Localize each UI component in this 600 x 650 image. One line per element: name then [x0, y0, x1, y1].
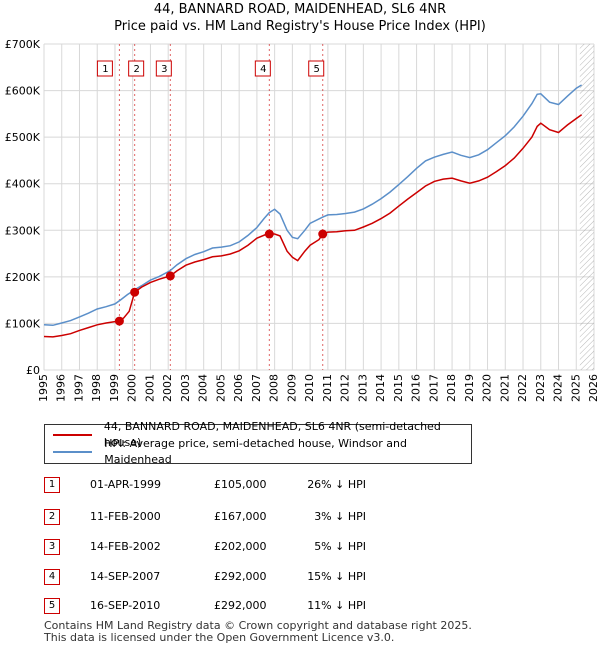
sale-point: [114, 316, 124, 326]
sale-number-badge: 3: [44, 539, 60, 555]
chart-title: 44, BANNARD ROAD, MAIDENHEAD, SL6 4NR: [153, 2, 447, 17]
sale-marker-label: 2: [133, 64, 139, 75]
legend-label-hpi: HPI: Average price, semi-detached house,…: [104, 437, 407, 466]
x-tick-label: 2015: [392, 374, 405, 402]
footer-attribution: Contains HM Land Registry data © Crown c…: [44, 620, 472, 644]
x-tick-label: 2005: [214, 374, 227, 402]
x-tick-label: 2011: [321, 374, 334, 402]
sale-hpi-diff: 5% ↓ HPI: [314, 540, 366, 553]
legend-swatch-hpi: [53, 451, 93, 453]
sale-hpi-diff: 11% ↓ HPI: [307, 599, 366, 612]
x-tick-label: 2023: [534, 374, 547, 402]
x-tick-label: 2012: [339, 374, 352, 402]
x-tick-label: 2008: [268, 374, 281, 402]
x-tick-label: 2018: [445, 374, 458, 402]
x-tick-label: 2007: [250, 374, 263, 402]
sale-price: £202,000: [214, 540, 267, 553]
sale-number-badge: 4: [44, 569, 60, 585]
x-tick-label: 2016: [410, 374, 423, 402]
x-tick-label: 2001: [143, 374, 156, 402]
sale-row: 5 16-SEP-2010 £292,000 11% ↓ HPI: [44, 598, 444, 616]
x-tick-label: 2025: [569, 374, 582, 402]
price-chart: 1 2 3 4 5 £0 £100K £200K £300K £400K £500K £600K £7…: [5, 38, 600, 402]
chart-legend: 44, BANNARD ROAD, MAIDENHEAD, SL6 4NR (s…: [44, 420, 472, 466]
sale-row: 1 01-APR-1999 £105,000 26% ↓ HPI: [44, 477, 444, 495]
legend-swatch-property: [53, 434, 92, 436]
sale-marker-label: 5: [314, 64, 320, 75]
sale-row: 4 14-SEP-2007 £292,000 15% ↓ HPI: [44, 569, 444, 587]
sale-marker-box: [155, 60, 172, 77]
sale-marker-label: 4: [260, 64, 266, 75]
chart-subtitle: Price paid vs. HM Land Registry's House …: [114, 19, 486, 34]
x-tick-label: 2003: [179, 374, 192, 402]
legend-item-hpi: HPI: Average price, semi-detached house,…: [53, 437, 471, 466]
x-tick-label: 2024: [552, 374, 565, 402]
sale-marker-box: [254, 60, 271, 77]
sale-price: £105,000: [214, 478, 267, 491]
x-tick-label: 2021: [498, 374, 511, 402]
y-tick-label: £700K: [5, 38, 41, 51]
sale-point: [165, 271, 175, 281]
sale-row: 2 11-FEB-2000 £167,000 3% ↓ HPI: [44, 509, 444, 527]
sale-marker-box: [96, 60, 113, 77]
sale-price: £292,000: [214, 570, 267, 583]
x-tick-label: 1997: [72, 374, 85, 402]
x-tick-label: 2009: [285, 374, 298, 402]
y-tick-label: £400K: [5, 178, 41, 191]
y-tick-label: £100K: [5, 317, 41, 330]
sale-number-badge: 1: [44, 477, 60, 493]
footer-license: This data is licensed under the Open Gov…: [44, 631, 395, 644]
x-tick-label: 2026: [587, 374, 600, 402]
x-tick-label: 2022: [516, 374, 529, 402]
x-tick-label: 1998: [90, 374, 103, 402]
sale-date: 11-FEB-2000: [90, 510, 161, 523]
sale-marker-box: [308, 60, 325, 77]
x-tick-label: 2014: [374, 374, 387, 402]
sale-date: 14-SEP-2007: [90, 570, 161, 583]
x-tick-label: 2004: [197, 374, 210, 402]
sale-point: [130, 287, 140, 297]
sale-date: 16-SEP-2010: [90, 599, 161, 612]
x-tick-label: 2000: [126, 374, 139, 402]
sale-number-badge: 5: [44, 598, 60, 614]
x-tick-label: 2017: [427, 374, 440, 402]
sale-date: 01-APR-1999: [90, 478, 162, 491]
y-tick-label: £300K: [5, 224, 41, 237]
plot-area: [44, 44, 594, 370]
forecast-hatch: [579, 44, 594, 370]
sale-marker-box: [128, 60, 145, 77]
sale-hpi-diff: 3% ↓ HPI: [314, 510, 366, 523]
sale-number-badge: 2: [44, 509, 60, 525]
legend-label-property: 44, BANNARD ROAD, MAIDENHEAD, SL6 4NR (s…: [103, 420, 441, 449]
sale-price: £292,000: [214, 599, 267, 612]
sale-hpi-diff: 26% ↓ HPI: [307, 478, 366, 491]
x-tick-label: 2019: [463, 374, 476, 402]
y-tick-label: £0: [26, 364, 40, 377]
x-tick-label: 1995: [37, 374, 50, 402]
x-tick-label: 2010: [303, 374, 316, 402]
legend-item-property: 44, BANNARD ROAD, MAIDENHEAD, SL6 4NR (s…: [53, 420, 471, 449]
sale-price: £167,000: [214, 510, 267, 523]
sale-date: 14-FEB-2002: [90, 540, 161, 553]
sale-point: [264, 229, 274, 239]
x-tick-label: 1996: [55, 374, 68, 402]
y-tick-label: £200K: [5, 271, 41, 284]
x-tick-label: 2002: [161, 374, 174, 402]
x-tick-label: 2020: [481, 374, 494, 402]
x-tick-label: 2013: [356, 374, 369, 402]
property-price-line: [43, 114, 583, 338]
y-tick-label: £600K: [5, 85, 41, 98]
footer-copyright: Contains HM Land Registry data © Crown c…: [44, 619, 472, 632]
sale-marker-label: 1: [102, 64, 108, 75]
sale-point: [318, 229, 328, 239]
x-tick-label: 2006: [232, 374, 245, 402]
y-tick-label: £500K: [5, 131, 41, 144]
x-tick-label: 1999: [108, 374, 121, 402]
sale-row: 3 14-FEB-2002 £202,000 5% ↓ HPI: [44, 539, 444, 557]
sale-marker-label: 3: [161, 64, 167, 75]
sale-hpi-diff: 15% ↓ HPI: [307, 570, 366, 583]
